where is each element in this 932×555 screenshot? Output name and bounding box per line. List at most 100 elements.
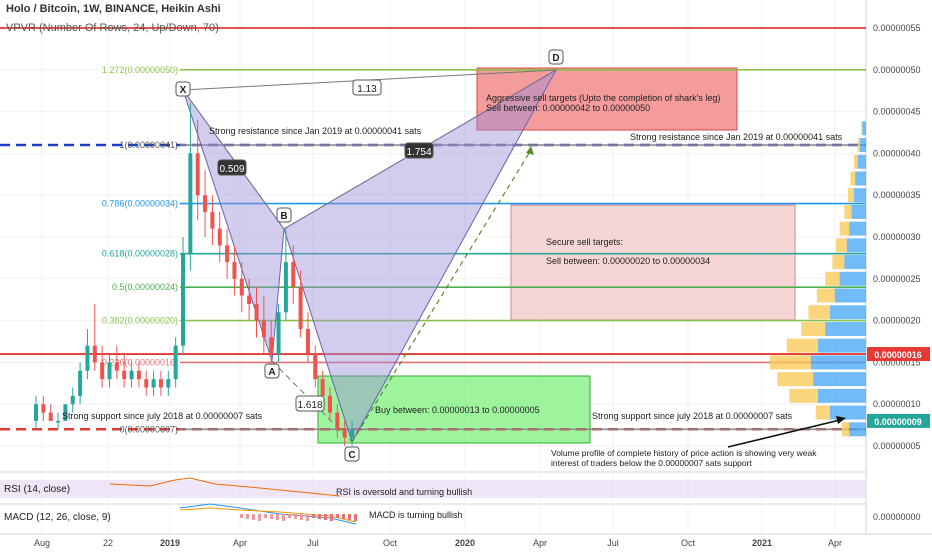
candle-body [92,345,97,363]
candle-body [158,379,163,388]
ratio-label: 1.13 [357,84,377,95]
vp-bar-down [770,355,811,370]
vp-bar-down [854,154,858,169]
time-tick-label: Oct [383,538,398,548]
pattern-labels: X A B C D 1.13 0.509 1.754 1.618 [175,49,564,462]
candle-body [144,379,149,388]
vp-bar-down [815,405,830,420]
candle-body [350,429,355,438]
time-tick-label: Jul [307,538,319,548]
vp-bar-up [844,255,866,270]
point-label-x: X [180,85,187,96]
candle-body [247,295,252,304]
ratio-badge [217,159,247,176]
time-tick-label: Apr [533,538,547,548]
volume-note-line-2: interest of traders below the 0.00000007… [551,458,752,468]
point-badge [344,446,360,462]
vp-bar-up [857,154,866,169]
vp-bar-up [830,405,866,420]
candle-body [151,379,156,388]
buy-range-text: Buy between: 0.00000013 to 0.00000005 [375,405,540,415]
candle-body [85,345,90,371]
macd-histogram-bar [300,514,303,520]
macd-histogram-bar [270,514,273,519]
volume-note-line-1: Volume profile of complete history of pr… [551,448,817,458]
chart-title: Holo / Bitcoin, 1W, BINANCE, Heikin Ashi [6,3,221,15]
candle-body [254,303,259,321]
indicator-label: VPVR (Number Of Rows, 24, Up/Down, 70) [6,22,219,34]
candle-body [342,429,347,438]
vp-bar-down [808,305,830,320]
candle-body [188,153,193,254]
fib-levels: 1.272(0.00000050) 1(0.00000041) 0.786(0.00… [102,65,866,434]
resistance-text-right: Strong resistance since Jan 2019 at 0.00… [630,132,843,142]
candle-body [217,228,222,246]
macd-histogram-bar [258,514,261,521]
vp-bar-down [857,138,860,153]
fib-label: 0.786(0.00000034) [102,199,178,209]
price-tick-label: 0.00000020 [873,316,921,326]
rsi-note: RSI is oversold and turning bullish [336,487,472,497]
point-label-a: A [268,367,275,378]
macd-label: MACD (12, 26, close, 9) [4,512,111,523]
fib-label: 0.618(0.00000028) [102,249,178,259]
fib-label: 1.272(0.00000050) [102,65,178,75]
price-tick-label: 0.00000030 [873,232,921,242]
volume-note-arrow [727,419,841,448]
price-tick-label: 0.00000040 [873,148,921,158]
time-tick-label: 22 [103,538,113,548]
price-tick-label: 0.00000015 [873,357,921,367]
projection-arrow [351,149,532,443]
vp-bar-down [850,171,856,186]
candle-body [34,404,38,421]
aggressive-sell-range: Sell between: 0.00000042 to 0.00000050 [486,103,650,113]
macd-histogram-bar [336,514,339,518]
candle-body [48,412,53,421]
candle-body [239,278,244,296]
ratio-label: 1.618 [297,400,322,411]
macd-histogram-bar [252,514,255,520]
candle-body [195,153,200,196]
time-tick-label: Oct [681,538,696,548]
price-tick-label: 0.00000045 [873,107,921,117]
time-tick-label: 2020 [455,538,475,548]
time-tick-label: 2021 [752,538,772,548]
ratio-label: 0.509 [219,164,244,175]
candle-body [122,370,127,380]
candle-body [56,420,61,423]
macd-histogram-bar [306,514,309,521]
current-price-label: 0.00000009 [874,417,922,427]
support-text-left: Strong support since july 2018 at 0.0000… [62,411,263,421]
point-badge [548,49,564,65]
point-badge [276,207,292,223]
vp-bar-up [818,338,866,353]
vp-bar-down [825,271,840,286]
price-tick-label: 0.00000005 [873,441,921,451]
ratio-badge [404,142,434,159]
aggressive-sell-box [476,67,738,131]
price-tick-label: 0.00000055 [873,23,921,33]
candle-body [305,328,310,355]
candle-body [225,245,230,263]
ratio-badge [295,395,325,412]
fib-label: 0.5(0.00000024) [112,282,178,292]
macd-histogram-bar [354,514,357,521]
vp-bar-up [825,321,866,336]
resistance-text-left: Strong resistance since Jan 2019 at 0.00… [209,126,422,136]
candle-body [166,379,171,388]
time-tick-label: Jul [607,538,619,548]
macd-histogram-bar [318,514,321,519]
candle-body [210,211,215,229]
macd-note: MACD is turning bullish [369,510,463,520]
vp-bar-up [839,271,866,286]
support-text-right: Strong support since july 2018 at 0.0000… [592,411,793,421]
vp-bar-up [849,221,866,236]
vp-bar-up [851,204,866,219]
secure-sell-range: Sell between: 0.00000020 to 0.00000034 [546,256,710,266]
indicator-panes: RSI (14, close) RSI is oversold and turni… [0,477,866,525]
point-label-d: D [552,53,559,64]
volume-profile [770,121,866,437]
candles [34,103,355,446]
buy-zone-box [317,375,591,444]
